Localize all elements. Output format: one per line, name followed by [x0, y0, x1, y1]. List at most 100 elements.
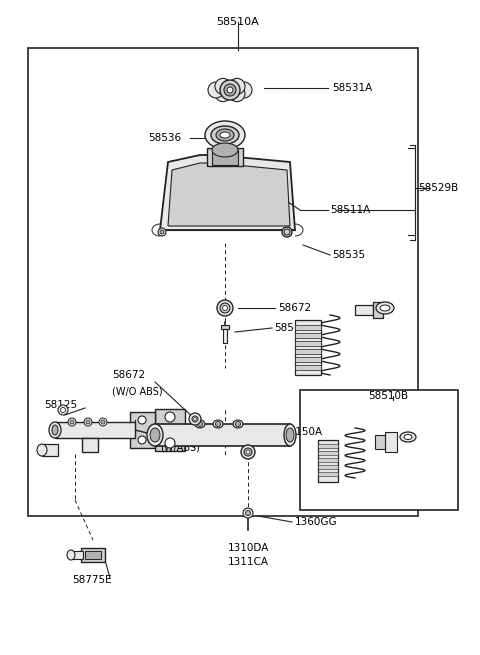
Bar [318, 458, 338, 462]
Text: 1360GG: 1360GG [295, 517, 337, 527]
Bar [55, 422, 135, 438]
Ellipse shape [195, 420, 205, 428]
Bar [295, 325, 321, 330]
Circle shape [165, 438, 175, 448]
Circle shape [282, 227, 292, 237]
Bar [375, 435, 385, 449]
Circle shape [160, 230, 164, 234]
Bar [318, 465, 338, 469]
Circle shape [208, 82, 224, 98]
Bar [212, 150, 238, 165]
Bar [85, 551, 101, 559]
Text: 58672: 58672 [278, 303, 311, 313]
Circle shape [284, 229, 290, 235]
Circle shape [197, 422, 203, 426]
Text: 58511A: 58511A [330, 205, 370, 215]
Circle shape [244, 448, 252, 456]
Bar [355, 305, 373, 315]
Ellipse shape [49, 422, 61, 438]
Circle shape [217, 300, 233, 316]
Circle shape [165, 412, 175, 422]
Ellipse shape [376, 302, 394, 314]
Polygon shape [155, 409, 185, 451]
Text: 59150A: 59150A [282, 427, 322, 437]
Polygon shape [168, 163, 290, 226]
Ellipse shape [37, 444, 47, 456]
Bar [295, 333, 321, 338]
Circle shape [246, 450, 250, 454]
Ellipse shape [233, 420, 243, 428]
Ellipse shape [284, 424, 296, 446]
Circle shape [227, 87, 233, 93]
Bar [318, 472, 338, 476]
Bar [82, 438, 98, 452]
Circle shape [158, 228, 166, 236]
Circle shape [68, 418, 76, 426]
Bar [130, 412, 155, 448]
Bar [28, 48, 418, 516]
Circle shape [60, 407, 65, 413]
Ellipse shape [205, 121, 245, 149]
Text: 58536: 58536 [148, 133, 181, 143]
Bar [295, 320, 321, 375]
Circle shape [101, 420, 105, 424]
Bar [223, 329, 227, 343]
Bar [318, 440, 338, 482]
Ellipse shape [216, 129, 234, 141]
Circle shape [138, 416, 146, 424]
Circle shape [215, 79, 231, 94]
Bar [295, 365, 321, 370]
Text: 58514A: 58514A [274, 323, 314, 333]
Circle shape [86, 420, 90, 424]
Circle shape [223, 305, 228, 310]
Bar [385, 432, 397, 452]
Circle shape [220, 303, 230, 313]
Bar [373, 302, 383, 318]
Ellipse shape [286, 428, 294, 442]
Bar [155, 424, 290, 446]
Bar [221, 325, 229, 329]
Circle shape [58, 405, 68, 415]
Circle shape [193, 417, 196, 421]
Bar [318, 444, 338, 448]
Ellipse shape [150, 428, 160, 442]
Text: 58510B: 58510B [368, 391, 408, 401]
Circle shape [236, 422, 240, 426]
Text: 58775E: 58775E [72, 575, 112, 585]
Bar [42, 444, 58, 456]
Ellipse shape [213, 420, 223, 428]
Bar [295, 341, 321, 346]
Text: 58535: 58535 [332, 250, 365, 260]
Text: 58531A: 58531A [332, 83, 372, 93]
Circle shape [243, 508, 253, 518]
Circle shape [70, 420, 74, 424]
Bar [295, 349, 321, 354]
Bar [295, 357, 321, 362]
Circle shape [216, 422, 220, 426]
Ellipse shape [52, 425, 58, 435]
Text: 1310DA: 1310DA [228, 543, 269, 553]
Circle shape [138, 436, 146, 444]
Bar [207, 148, 243, 166]
Text: 58529B: 58529B [418, 183, 458, 193]
Circle shape [245, 510, 251, 515]
Ellipse shape [400, 432, 416, 442]
Circle shape [229, 79, 245, 94]
Bar [300, 390, 458, 510]
Circle shape [224, 84, 236, 96]
Circle shape [215, 86, 231, 102]
Circle shape [192, 416, 198, 422]
Text: (W/O ABS): (W/O ABS) [112, 387, 163, 397]
Ellipse shape [67, 550, 75, 560]
Text: 58672: 58672 [112, 370, 145, 380]
Circle shape [236, 82, 252, 98]
Ellipse shape [220, 132, 230, 138]
Circle shape [220, 80, 240, 100]
Circle shape [241, 445, 255, 459]
Bar [81, 548, 105, 562]
Ellipse shape [404, 434, 412, 440]
Ellipse shape [212, 143, 238, 157]
Circle shape [189, 413, 201, 425]
Ellipse shape [380, 305, 390, 311]
Ellipse shape [211, 126, 239, 144]
